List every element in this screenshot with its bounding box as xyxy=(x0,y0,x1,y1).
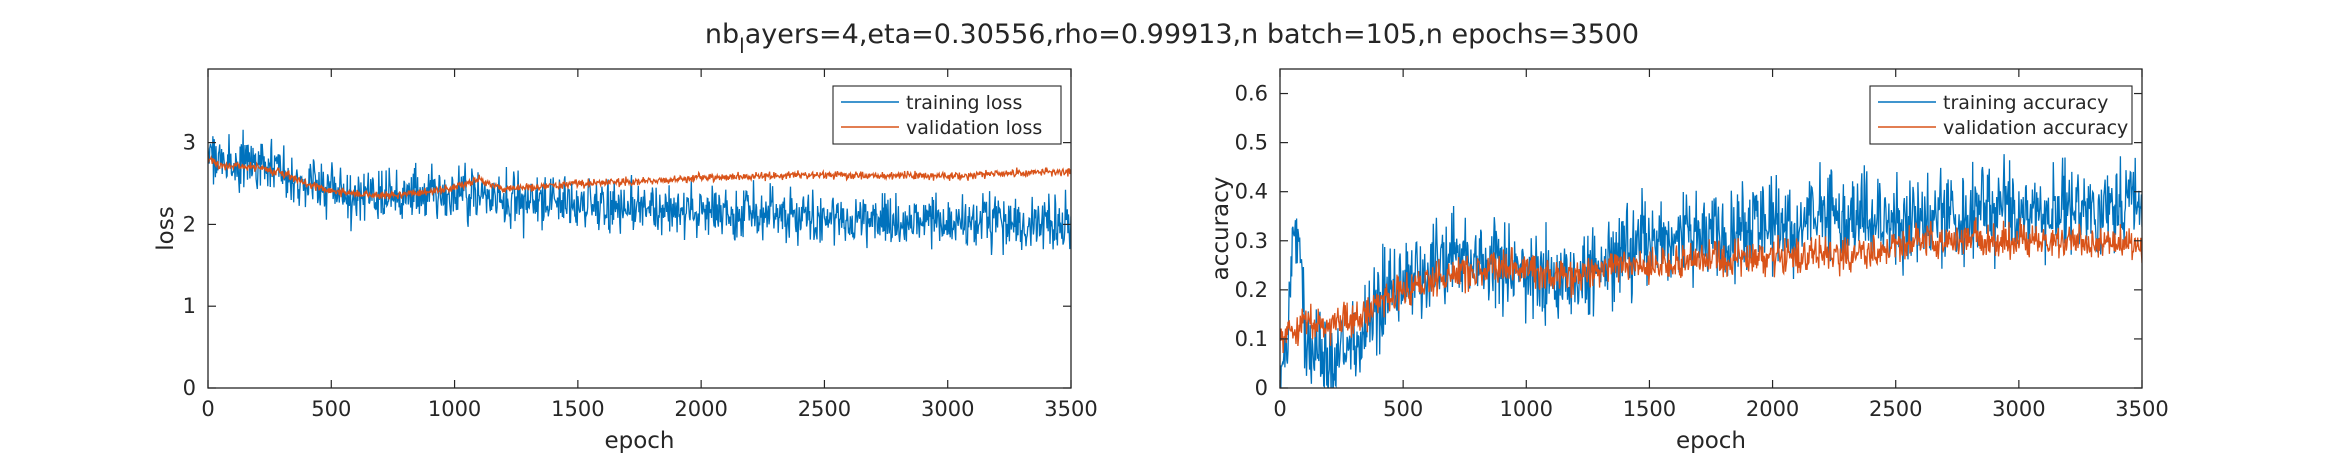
x-tick-label: 3500 xyxy=(1044,397,1097,421)
x-tick-label: 1000 xyxy=(428,397,481,421)
accuracy-chart: 0 500 1000 1500 2000 2500 3000 3500 0 0.1 0.2 0.3 0.… xyxy=(1208,68,2169,454)
x-tick-label: 2000 xyxy=(1746,397,1799,421)
legend-entry: validation loss xyxy=(906,117,1042,139)
y-axis-label: accuracy xyxy=(1208,177,1234,281)
x-tick-label: 3000 xyxy=(921,397,974,421)
x-tick-label: 500 xyxy=(311,397,351,421)
y-tick-label: 0.3 xyxy=(1235,229,1268,253)
x-tick-label: 2500 xyxy=(798,397,851,421)
x-tick-label: 500 xyxy=(1383,397,1423,421)
legend-box xyxy=(1869,85,2133,145)
axes-box xyxy=(207,68,1072,389)
series-line-training xyxy=(1280,154,2142,388)
loss-chart: 0 500 1000 1500 2000 2500 3000 3500 0 1 2 3 epoch los… xyxy=(153,68,1098,454)
x-tick-label: 0 xyxy=(201,397,214,421)
x-tick-label: 0 xyxy=(1273,397,1286,421)
legend-entry: training accuracy xyxy=(1943,92,2108,114)
y-tick-label: 0.2 xyxy=(1235,278,1268,302)
y-tick-label: 3 xyxy=(183,131,196,155)
x-tick-label: 3500 xyxy=(2115,397,2168,421)
y-tick-label: 2 xyxy=(183,212,196,236)
series-lines xyxy=(208,129,1071,256)
y-axis-label: loss xyxy=(153,206,179,250)
figure-title: nblayers=4,eta=0.30556,rho=0.99913,n bat… xyxy=(705,19,1639,58)
legend: training accuracy validation accuracy xyxy=(1869,85,2133,145)
series-lines xyxy=(1280,154,2142,388)
y-tick-label: 0.1 xyxy=(1235,327,1268,351)
legend-entry: training loss xyxy=(906,92,1022,114)
title-subscript: l xyxy=(739,34,745,58)
series-line-training xyxy=(208,129,1071,256)
x-tick-label: 1500 xyxy=(551,397,604,421)
legend-entry: validation accuracy xyxy=(1943,117,2128,139)
y-tick-label: 0.6 xyxy=(1235,82,1268,106)
x-tick-label: 2500 xyxy=(1869,397,1922,421)
title-main: nb xyxy=(705,19,739,50)
y-tick-label: 0 xyxy=(1255,376,1268,400)
legend-box xyxy=(832,85,1062,145)
x-tick-label: 1500 xyxy=(1623,397,1676,421)
y-tick-label: 1 xyxy=(183,294,196,318)
x-tick-label: 1000 xyxy=(1500,397,1553,421)
axes-box xyxy=(1279,68,2143,389)
legend: training loss validation loss xyxy=(832,85,1062,145)
series-line-validation xyxy=(208,154,1071,200)
x-tick-label: 3000 xyxy=(1992,397,2045,421)
title-rest: ayers=4,eta=0.30556,rho=0.99913,n batch=… xyxy=(745,19,1639,50)
y-tick-label: 0.5 xyxy=(1235,131,1268,155)
y-tick-label: 0 xyxy=(183,376,196,400)
series-line-validation xyxy=(1280,217,2142,354)
x-axis-label: epoch xyxy=(604,428,674,454)
x-axis-label: epoch xyxy=(1676,428,1746,454)
x-tick-label: 2000 xyxy=(674,397,727,421)
y-tick-label: 0.4 xyxy=(1235,180,1268,204)
